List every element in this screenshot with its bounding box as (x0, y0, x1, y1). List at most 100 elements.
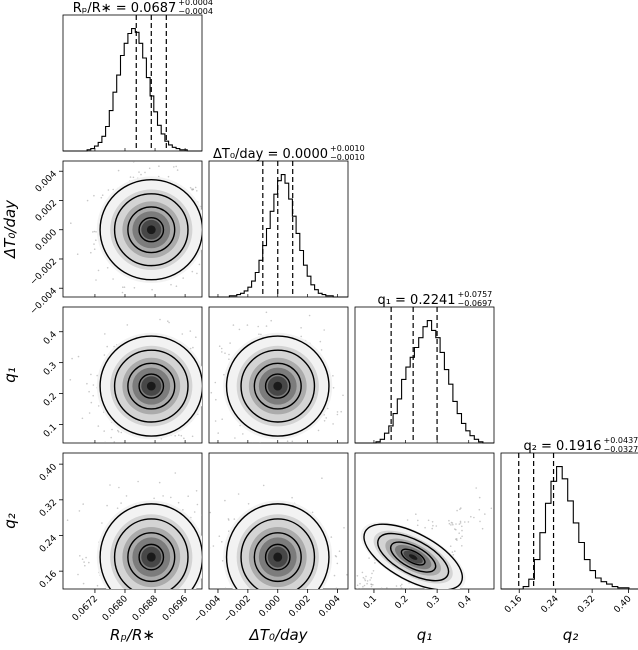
sample-point (97, 425, 100, 427)
sample-point (406, 519, 409, 521)
contour-4 (99, 179, 202, 281)
sample-point (259, 442, 261, 443)
contour-2 (127, 362, 176, 410)
sample-point (203, 539, 205, 541)
sample-point (356, 619, 358, 621)
sample-point (120, 431, 123, 434)
sample-point (285, 603, 287, 605)
sample-point (371, 572, 373, 575)
sample-point (332, 375, 334, 377)
sample-point (204, 541, 206, 543)
sample-point (461, 545, 463, 547)
scatter-panel-2-1 (62, 160, 203, 298)
sample-point (117, 169, 120, 172)
sample-point (198, 263, 201, 266)
sample-point (372, 570, 375, 572)
sample-point (452, 523, 454, 526)
sample-point (233, 518, 236, 520)
sample-point (336, 413, 339, 416)
sample-point (191, 270, 194, 273)
sample-point (191, 188, 193, 190)
sample-point (350, 414, 352, 416)
sample-point (317, 429, 320, 432)
histogram-steps (501, 466, 638, 590)
sample-point (387, 591, 389, 593)
sample-point (170, 496, 172, 499)
sample-point (451, 522, 454, 524)
sample-point (195, 336, 197, 339)
sample-point (260, 333, 262, 336)
sample-point (112, 278, 114, 280)
contour-3 (377, 532, 450, 582)
sample-point (353, 580, 355, 582)
sample-point (97, 269, 100, 272)
sample-point (431, 521, 434, 523)
contour-1 (264, 373, 291, 399)
sample-point (461, 525, 463, 528)
sample-point (100, 196, 103, 199)
sample-point (448, 522, 451, 525)
sample-point (212, 545, 215, 547)
sample-point (77, 573, 79, 576)
sample-point (104, 441, 106, 443)
x-tick-label: 0.2 (393, 594, 410, 611)
sample-point (470, 515, 472, 518)
x-tick-label: 0.0688 (131, 594, 161, 624)
sample-point (175, 285, 178, 288)
sample-point (249, 591, 251, 593)
sample-point (325, 417, 328, 419)
sample-point (92, 394, 94, 397)
density-layer (70, 161, 202, 294)
sample-point (350, 353, 352, 355)
sample-point (362, 585, 364, 588)
x-axis-label-3: q₁ (417, 626, 433, 644)
sample-point (86, 382, 88, 385)
sample-point (374, 562, 376, 564)
sample-point (382, 590, 384, 592)
title-upper-error: +0.0437 (604, 436, 638, 445)
y-tick-label: 0.004 (34, 169, 59, 194)
title-lower-error: −0.0010 (330, 153, 365, 162)
sample-point (342, 394, 344, 397)
title-param-2: ΔT₀/day = 0.0000 (213, 147, 328, 162)
sample-point (351, 583, 353, 585)
sample-point (265, 311, 268, 314)
y-tick-label: 0.32 (38, 498, 59, 519)
sample-point (375, 592, 377, 594)
sample-point (256, 616, 258, 618)
sample-point (228, 358, 230, 361)
sample-point (203, 539, 205, 541)
sample-point (105, 597, 107, 599)
sample-point (349, 589, 351, 591)
sample-point (481, 527, 484, 530)
sample-point (86, 199, 89, 202)
sample-point (242, 433, 244, 435)
x-tick-label: 0.0696 (161, 594, 191, 624)
sample-point (427, 519, 430, 522)
sample-point (92, 384, 95, 386)
sample-point (103, 430, 105, 432)
sample-point (270, 319, 273, 322)
sample-point (203, 410, 205, 412)
sample-point (181, 333, 184, 335)
sample-point (148, 167, 151, 170)
contour-4 (99, 335, 202, 437)
sample-point (191, 435, 194, 438)
x-axis-label-1: Rₚ/R∗ (110, 626, 155, 644)
sample-point (199, 595, 201, 597)
sample-point (282, 446, 284, 448)
sample-point (123, 286, 126, 289)
sample-point (93, 243, 95, 245)
sample-point (362, 576, 365, 579)
sample-point (196, 503, 199, 506)
sample-point (218, 345, 221, 348)
x-tick-label: 0.004 (317, 594, 342, 619)
hist-panel-4 (500, 452, 638, 590)
sample-point (336, 411, 339, 413)
sample-point (206, 498, 208, 500)
sample-point (249, 619, 251, 621)
sample-point (380, 587, 383, 589)
sample-point (478, 508, 481, 511)
contour-2 (127, 532, 176, 583)
sample-point (400, 587, 403, 589)
